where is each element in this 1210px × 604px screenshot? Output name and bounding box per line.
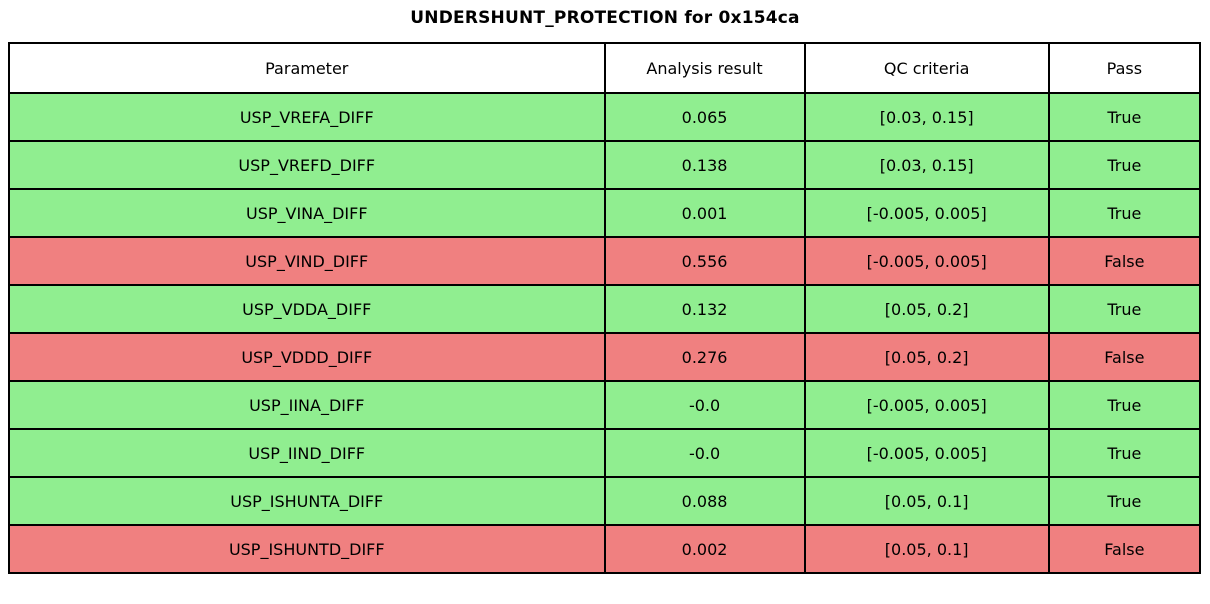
parameter-cell: USP_ISHUNTD_DIFF xyxy=(8,524,606,574)
result-cell: 0.138 xyxy=(603,140,806,190)
page-title: UNDERSHUNT_PROTECTION for 0x154ca xyxy=(410,8,800,28)
pass-cell: True xyxy=(1047,284,1202,334)
criteria-cell: [0.03, 0.15] xyxy=(803,140,1050,190)
criteria-cell: [0.05, 0.1] xyxy=(803,524,1050,574)
result-cell: 0.002 xyxy=(603,524,806,574)
table-row: USP_VREFA_DIFF 0.065 [0.03, 0.15] True xyxy=(8,92,1202,142)
parameter-cell: USP_VREFA_DIFF xyxy=(8,92,606,142)
table-row: USP_ISHUNTD_DIFF 0.002 [0.05, 0.1] False xyxy=(8,524,1202,574)
pass-cell: True xyxy=(1047,428,1202,478)
result-cell: 0.001 xyxy=(603,188,806,238)
pass-cell: True xyxy=(1047,188,1202,238)
result-cell: 0.556 xyxy=(603,236,806,286)
result-cell: 0.132 xyxy=(603,284,806,334)
pass-cell: False xyxy=(1047,236,1202,286)
column-header-parameter: Parameter xyxy=(8,42,606,94)
parameter-cell: USP_IINA_DIFF xyxy=(8,380,606,430)
table-row: USP_IINA_DIFF -0.0 [-0.005, 0.005] True xyxy=(8,380,1202,430)
criteria-cell: [0.05, 0.1] xyxy=(803,476,1050,526)
parameter-cell: USP_ISHUNTA_DIFF xyxy=(8,476,606,526)
table-row: USP_IIND_DIFF -0.0 [-0.005, 0.005] True xyxy=(8,428,1202,478)
pass-cell: True xyxy=(1047,476,1202,526)
column-header-qc-criteria: QC criteria xyxy=(803,42,1050,94)
table-row: USP_ISHUNTA_DIFF 0.088 [0.05, 0.1] True xyxy=(8,476,1202,526)
parameter-cell: USP_VDDA_DIFF xyxy=(8,284,606,334)
qc-report-figure: UNDERSHUNT_PROTECTION for 0x154ca Parame… xyxy=(8,8,1202,574)
parameter-cell: USP_VIND_DIFF xyxy=(8,236,606,286)
column-header-analysis-result: Analysis result xyxy=(603,42,806,94)
table-row: USP_VIND_DIFF 0.556 [-0.005, 0.005] Fals… xyxy=(8,236,1202,286)
parameter-cell: USP_VDDD_DIFF xyxy=(8,332,606,382)
parameter-cell: USP_IIND_DIFF xyxy=(8,428,606,478)
pass-cell: True xyxy=(1047,380,1202,430)
column-header-pass: Pass xyxy=(1047,42,1202,94)
qc-results-table: Parameter Analysis result QC criteria Pa… xyxy=(8,42,1202,574)
pass-cell: False xyxy=(1047,332,1202,382)
result-cell: 0.088 xyxy=(603,476,806,526)
table-row: USP_VINA_DIFF 0.001 [-0.005, 0.005] True xyxy=(8,188,1202,238)
table-row: USP_VREFD_DIFF 0.138 [0.03, 0.15] True xyxy=(8,140,1202,190)
pass-cell: True xyxy=(1047,92,1202,142)
criteria-cell: [-0.005, 0.005] xyxy=(803,188,1050,238)
result-cell: 0.276 xyxy=(603,332,806,382)
result-cell: -0.0 xyxy=(603,380,806,430)
table-body: USP_VREFA_DIFF 0.065 [0.03, 0.15] True U… xyxy=(8,92,1202,574)
table-row: USP_VDDD_DIFF 0.276 [0.05, 0.2] False xyxy=(8,332,1202,382)
criteria-cell: [0.03, 0.15] xyxy=(803,92,1050,142)
header-row: Parameter Analysis result QC criteria Pa… xyxy=(8,42,1202,94)
pass-cell: True xyxy=(1047,140,1202,190)
parameter-cell: USP_VREFD_DIFF xyxy=(8,140,606,190)
criteria-cell: [-0.005, 0.005] xyxy=(803,428,1050,478)
result-cell: -0.0 xyxy=(603,428,806,478)
criteria-cell: [-0.005, 0.005] xyxy=(803,236,1050,286)
criteria-cell: [0.05, 0.2] xyxy=(803,332,1050,382)
criteria-cell: [-0.005, 0.005] xyxy=(803,380,1050,430)
table-row: USP_VDDA_DIFF 0.132 [0.05, 0.2] True xyxy=(8,284,1202,334)
criteria-cell: [0.05, 0.2] xyxy=(803,284,1050,334)
parameter-cell: USP_VINA_DIFF xyxy=(8,188,606,238)
result-cell: 0.065 xyxy=(603,92,806,142)
pass-cell: False xyxy=(1047,524,1202,574)
